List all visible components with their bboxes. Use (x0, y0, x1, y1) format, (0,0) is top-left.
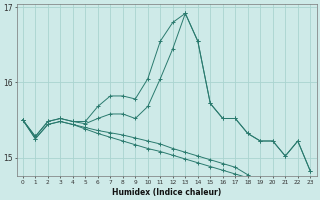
X-axis label: Humidex (Indice chaleur): Humidex (Indice chaleur) (112, 188, 221, 197)
